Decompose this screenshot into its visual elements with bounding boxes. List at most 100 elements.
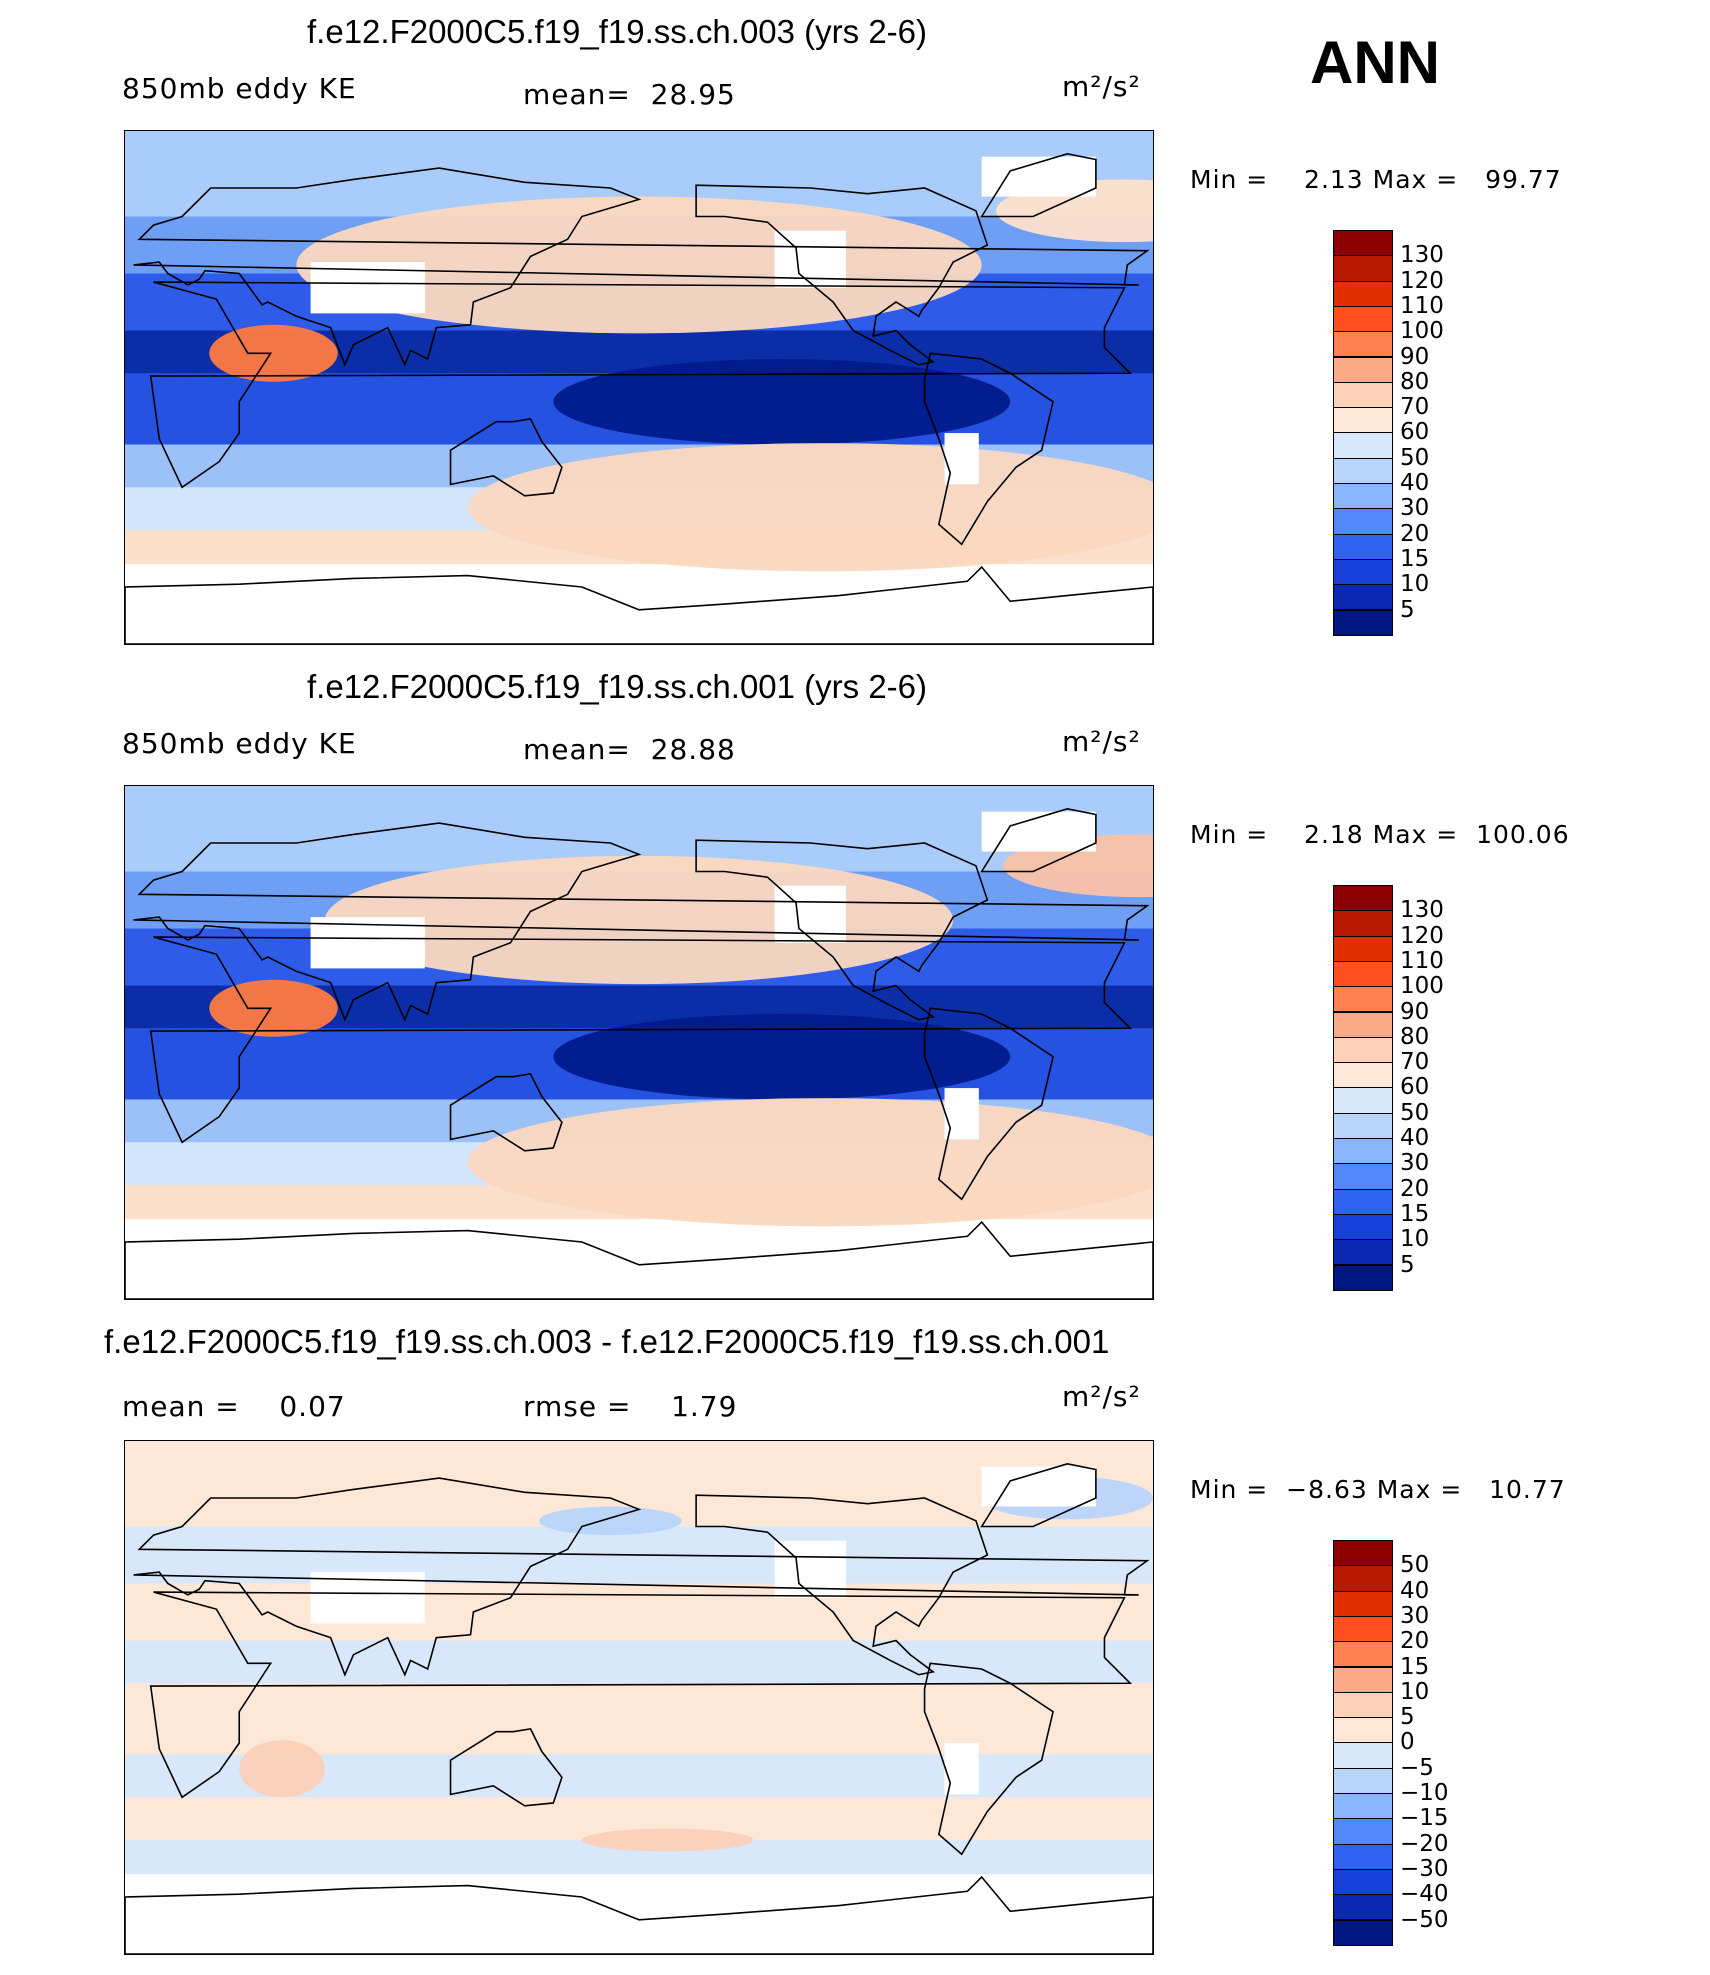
colorbar-swatch <box>1333 280 1393 307</box>
coastline <box>133 1477 1150 1677</box>
colorbar-swatch <box>1333 1919 1393 1946</box>
panel-2-field-label: 850mb eddy KE <box>122 727 357 760</box>
colorbar-label: 130 <box>1400 242 1444 269</box>
map-band <box>125 1219 1153 1299</box>
colorbar-label: 70 <box>1400 394 1430 421</box>
colorbar-swatch <box>1333 1011 1393 1038</box>
colorbar-label: 15 <box>1400 1653 1430 1680</box>
colorbar-swatch <box>1333 1163 1393 1190</box>
panel-2-minmax: Min = 2.18 Max = 100.06 <box>1190 820 1570 849</box>
colorbar-label: 50 <box>1400 444 1430 471</box>
colorbar-swatch <box>1333 1843 1393 1870</box>
colorbar-label: 80 <box>1400 1023 1430 1050</box>
colorbar-swatch <box>1333 230 1393 257</box>
colorbar-label: 110 <box>1400 292 1444 319</box>
panel-1-map <box>124 130 1154 645</box>
colorbar-swatch <box>1333 1138 1393 1165</box>
colorbar-swatch <box>1333 1717 1393 1744</box>
colorbar-swatch <box>1333 1818 1393 1845</box>
panel-3-minmax: Min = −8.63 Max = 10.77 <box>1190 1475 1566 1504</box>
map-feature <box>467 1098 1153 1227</box>
coastline <box>449 1072 563 1152</box>
colorbar-label: 120 <box>1400 922 1444 949</box>
colorbar-label: −20 <box>1400 1830 1449 1857</box>
coastline <box>923 352 1054 546</box>
colorbar-swatch <box>1333 331 1393 358</box>
colorbar-label: 60 <box>1400 419 1430 446</box>
colorbar-swatch <box>1333 457 1393 484</box>
map-plot <box>125 131 1153 644</box>
coastline <box>695 839 989 1021</box>
map-band <box>125 564 1153 644</box>
colorbar-label: 5 <box>1400 1704 1415 1731</box>
panel-1-units: m²/s² <box>1062 70 1141 103</box>
colorbar-label: 50 <box>1400 1552 1430 1579</box>
colorbar-swatch <box>1333 1615 1393 1643</box>
colorbar-label: 50 <box>1400 1099 1430 1126</box>
colorbar-label: −50 <box>1400 1906 1449 1933</box>
map-mask <box>981 1466 1096 1507</box>
coastline <box>695 1494 989 1676</box>
colorbar-label: 15 <box>1400 545 1430 572</box>
map-feature <box>467 443 1153 572</box>
coastline <box>133 822 1150 1022</box>
colorbar-swatch <box>1333 960 1393 988</box>
panel-3-mean: mean = 0.07 <box>122 1390 346 1423</box>
colorbar-swatch <box>1333 1742 1393 1769</box>
panel-2-units: m²/s² <box>1062 725 1141 758</box>
colorbar-label: 100 <box>1400 318 1444 345</box>
colorbar-label: 10 <box>1400 1678 1430 1705</box>
colorbar-label: 20 <box>1400 520 1430 547</box>
colorbar-swatch <box>1333 1590 1393 1617</box>
colorbar-swatch <box>1333 1565 1393 1592</box>
colorbar-swatch <box>1333 558 1393 586</box>
panel-3-rmse: rmse = 1.79 <box>523 1390 738 1423</box>
coastline <box>980 152 1097 218</box>
panel-1-title: f.e12.F2000C5.f19_f19.ss.ch.003 (yrs 2-6… <box>307 13 928 50</box>
colorbar-label: 30 <box>1400 1602 1430 1629</box>
panel-3-units: m²/s² <box>1062 1380 1141 1413</box>
map-feature <box>581 1828 754 1852</box>
colorbar-label: 80 <box>1400 368 1430 395</box>
map-feature <box>539 1506 682 1536</box>
colorbar-swatch <box>1333 305 1393 333</box>
colorbar-swatch <box>1333 910 1393 937</box>
map-mask <box>981 811 1096 852</box>
colorbar-label: −30 <box>1400 1855 1449 1882</box>
colorbar-swatch <box>1333 1793 1393 1820</box>
colorbar-label: −5 <box>1400 1754 1434 1781</box>
map-mask <box>981 156 1096 197</box>
coastline <box>980 1462 1097 1528</box>
colorbar-label: 15 <box>1400 1200 1430 1227</box>
panel-2-colorbar <box>1333 885 1393 1291</box>
colorbar-swatch <box>1333 407 1393 434</box>
colorbar-label: 90 <box>1400 998 1430 1025</box>
colorbar-label: 20 <box>1400 1175 1430 1202</box>
colorbar-swatch <box>1333 1036 1393 1064</box>
colorbar-swatch <box>1333 1188 1393 1215</box>
panel-1-colorbar <box>1333 230 1393 636</box>
colorbar-label: −40 <box>1400 1881 1449 1908</box>
map-feature <box>553 1014 1011 1100</box>
colorbar-swatch <box>1333 1691 1393 1719</box>
map-feature <box>553 359 1011 445</box>
colorbar-swatch <box>1333 935 1393 962</box>
panel-3-map <box>124 1440 1154 1955</box>
map-band <box>125 1640 1153 1685</box>
colorbar-label: 90 <box>1400 343 1430 370</box>
colorbar-label: 10 <box>1400 571 1430 598</box>
colorbar-swatch <box>1333 1641 1393 1668</box>
colorbar-label: 60 <box>1400 1074 1430 1101</box>
colorbar-label: 100 <box>1400 973 1444 1000</box>
colorbar-label: −15 <box>1400 1805 1449 1832</box>
colorbar-swatch <box>1333 1767 1393 1794</box>
colorbar-swatch <box>1333 609 1393 636</box>
colorbar-swatch <box>1333 1213 1393 1241</box>
colorbar-swatch <box>1333 1112 1393 1139</box>
colorbar-swatch <box>1333 533 1393 560</box>
colorbar-swatch <box>1333 1894 1393 1921</box>
coastline <box>980 807 1097 873</box>
colorbar-swatch <box>1333 255 1393 282</box>
coastline <box>125 1220 1153 1299</box>
colorbar-label: −10 <box>1400 1780 1449 1806</box>
